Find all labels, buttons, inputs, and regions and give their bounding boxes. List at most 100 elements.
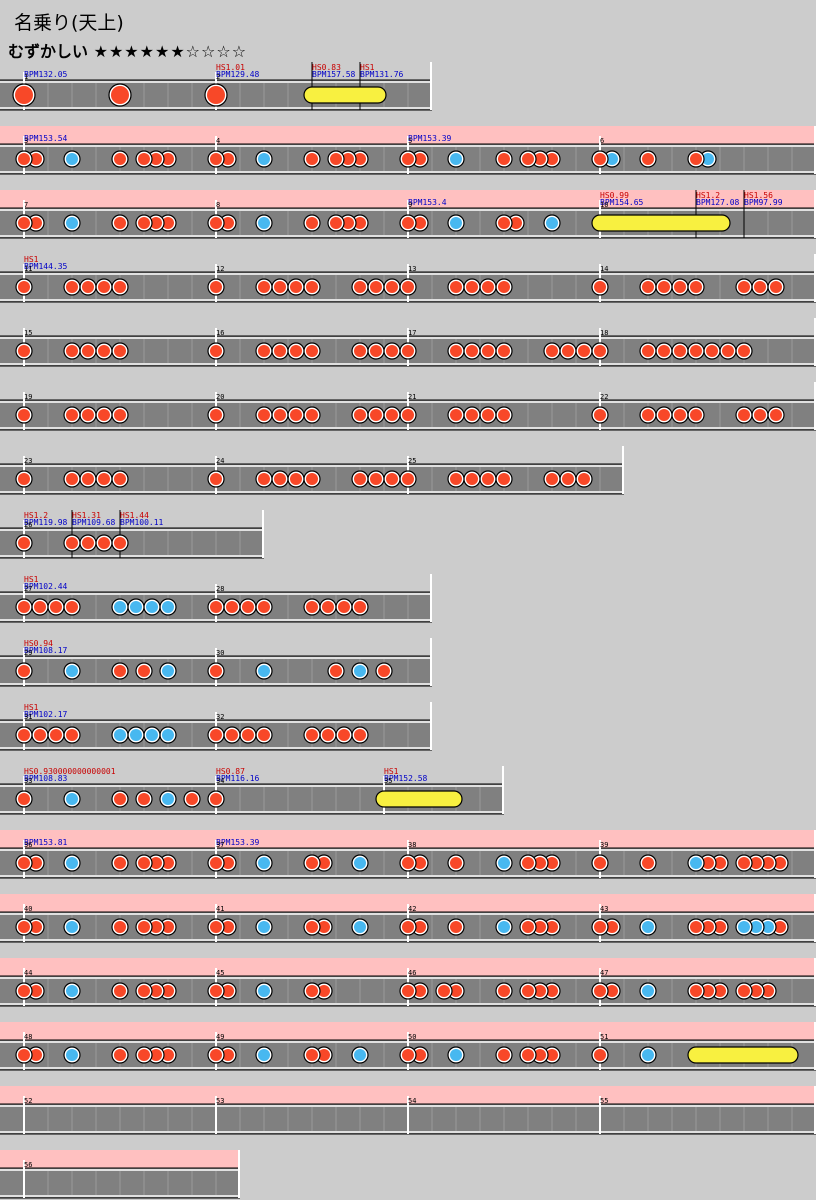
big-don-note	[111, 86, 129, 104]
don-note	[318, 985, 330, 997]
don-note	[414, 921, 426, 933]
don-note	[482, 281, 494, 293]
don-note	[354, 217, 366, 229]
don-note	[338, 601, 350, 613]
note-lane	[0, 528, 264, 558]
don-note	[738, 985, 750, 997]
measure-number: 54	[408, 1097, 416, 1105]
don-note	[482, 409, 494, 421]
don-note	[606, 985, 618, 997]
don-note	[138, 217, 150, 229]
ka-note	[258, 153, 270, 165]
don-note	[66, 345, 78, 357]
don-note	[258, 281, 270, 293]
don-note	[50, 601, 62, 613]
don-note	[714, 857, 726, 869]
don-note	[50, 729, 62, 741]
gogo-band	[0, 1086, 816, 1104]
don-note	[534, 985, 546, 997]
don-note	[274, 473, 286, 485]
measure-number: 6	[600, 137, 604, 145]
don-note	[498, 985, 510, 997]
measure-number: 50	[408, 1033, 416, 1041]
ka-note	[66, 665, 78, 677]
bpm-label: BPM153.39	[408, 134, 452, 143]
measure-number: 35	[384, 777, 392, 785]
measure-number: 39	[600, 841, 608, 849]
don-note	[674, 409, 686, 421]
measure-number: 5	[408, 137, 412, 145]
don-note	[318, 921, 330, 933]
measure-number: 44	[24, 969, 32, 977]
ka-note	[258, 217, 270, 229]
don-note	[162, 921, 174, 933]
ka-note	[450, 1049, 462, 1061]
hs-label: HS0.94	[24, 639, 53, 648]
don-note	[690, 921, 702, 933]
don-note	[306, 729, 318, 741]
don-note	[690, 345, 702, 357]
measure-number: 56	[24, 1161, 32, 1169]
don-note	[594, 857, 606, 869]
don-note	[330, 153, 342, 165]
don-note	[98, 345, 110, 357]
don-note	[342, 153, 354, 165]
don-note	[482, 345, 494, 357]
don-note	[306, 345, 318, 357]
don-note	[82, 473, 94, 485]
hs-label: HS1.31	[72, 511, 101, 520]
don-note	[98, 281, 110, 293]
ka-note	[690, 857, 702, 869]
don-note	[522, 153, 534, 165]
measure-number: 24	[216, 457, 224, 465]
don-note	[210, 985, 222, 997]
don-note	[450, 473, 462, 485]
ka-note	[606, 153, 618, 165]
don-note	[414, 1049, 426, 1061]
ka-note	[450, 217, 462, 229]
don-note	[330, 217, 342, 229]
don-note	[306, 857, 318, 869]
don-note	[642, 153, 654, 165]
ka-note	[162, 665, 174, 677]
measure-number: 34	[216, 777, 224, 785]
measure-number: 52	[24, 1097, 32, 1105]
don-note	[290, 409, 302, 421]
don-note	[354, 601, 366, 613]
don-note	[402, 985, 414, 997]
don-note	[34, 729, 46, 741]
don-note	[402, 857, 414, 869]
measure-number: 21	[408, 393, 416, 401]
don-note	[386, 409, 398, 421]
hs-label: HS0.99	[600, 191, 629, 200]
ka-note	[146, 729, 158, 741]
don-note	[274, 281, 286, 293]
ka-note	[66, 857, 78, 869]
bpm-label: BPM153.54	[24, 134, 68, 143]
don-note	[402, 281, 414, 293]
don-note	[466, 409, 478, 421]
don-note	[30, 1049, 42, 1061]
don-note	[450, 345, 462, 357]
don-note	[594, 921, 606, 933]
don-note	[150, 153, 162, 165]
don-note	[226, 729, 238, 741]
ka-note	[258, 665, 270, 677]
don-note	[322, 729, 334, 741]
roll-note	[591, 214, 731, 232]
don-note	[210, 217, 222, 229]
measure-number: 40	[24, 905, 32, 913]
chart-row: 19 20 21 22	[0, 382, 816, 431]
bpm-label: BPM153.39	[216, 838, 260, 847]
ka-note	[66, 793, 78, 805]
roll-note	[375, 790, 463, 808]
don-note	[138, 985, 150, 997]
don-note	[162, 1049, 174, 1061]
don-note	[66, 473, 78, 485]
don-note	[30, 921, 42, 933]
hs-label: HS0.83	[312, 63, 341, 72]
don-note	[402, 473, 414, 485]
don-note	[546, 1049, 558, 1061]
